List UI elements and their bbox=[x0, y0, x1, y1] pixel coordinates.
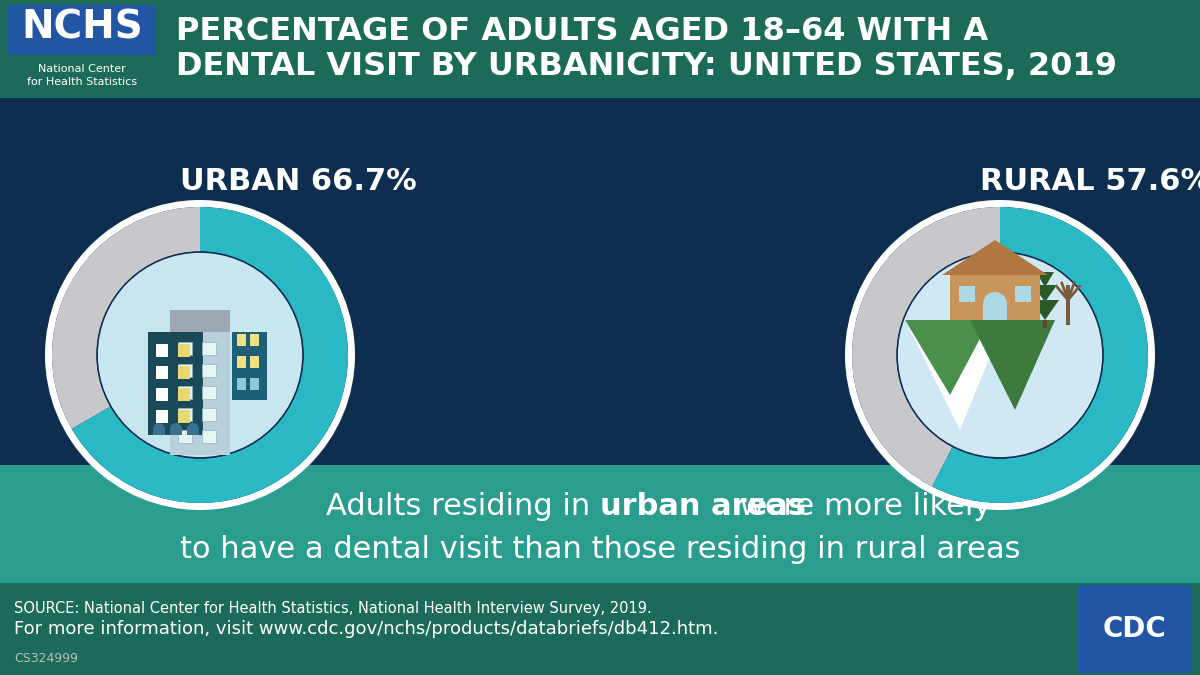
Bar bbox=[238, 378, 246, 390]
Bar bbox=[1066, 285, 1070, 325]
Text: DENTAL VISIT BY URBANICITY: UNITED STATES, 2019: DENTAL VISIT BY URBANICITY: UNITED STATE… bbox=[176, 51, 1117, 82]
Text: CDC: CDC bbox=[1103, 615, 1166, 643]
Text: URBAN 66.7%: URBAN 66.7% bbox=[180, 167, 416, 196]
Bar bbox=[0, 0, 1200, 98]
Bar bbox=[178, 342, 192, 355]
Bar bbox=[238, 356, 246, 368]
Bar bbox=[178, 386, 192, 399]
Bar bbox=[156, 388, 168, 401]
Circle shape bbox=[845, 200, 1154, 510]
Bar bbox=[1015, 286, 1031, 302]
Bar bbox=[178, 388, 190, 401]
FancyBboxPatch shape bbox=[1078, 585, 1192, 673]
Circle shape bbox=[98, 253, 302, 457]
Bar bbox=[250, 356, 259, 368]
Bar bbox=[170, 429, 182, 435]
Text: PERCENTAGE OF ADULTS AGED 18–64 WITH A: PERCENTAGE OF ADULTS AGED 18–64 WITH A bbox=[176, 16, 988, 47]
Bar bbox=[8, 55, 156, 93]
Polygon shape bbox=[905, 320, 990, 395]
Polygon shape bbox=[1031, 300, 1060, 320]
Bar bbox=[1043, 320, 1046, 328]
Circle shape bbox=[96, 251, 304, 458]
Circle shape bbox=[852, 207, 1148, 503]
Circle shape bbox=[52, 207, 348, 503]
Wedge shape bbox=[852, 207, 1000, 487]
Bar bbox=[950, 275, 1040, 320]
Bar bbox=[202, 364, 216, 377]
Bar bbox=[0, 465, 1200, 583]
Polygon shape bbox=[905, 320, 1006, 430]
Bar bbox=[148, 332, 203, 435]
Text: urban areas: urban areas bbox=[600, 492, 806, 521]
Bar bbox=[156, 410, 168, 423]
Text: National Center
for Health Statistics: National Center for Health Statistics bbox=[26, 64, 137, 87]
Bar bbox=[178, 430, 192, 443]
Bar bbox=[202, 386, 216, 399]
Bar bbox=[250, 378, 259, 390]
Bar bbox=[156, 344, 168, 357]
Bar bbox=[238, 334, 246, 346]
Bar bbox=[202, 408, 216, 421]
Wedge shape bbox=[72, 207, 348, 503]
Bar bbox=[202, 342, 216, 355]
Bar bbox=[983, 304, 1007, 320]
Bar bbox=[250, 334, 259, 346]
Wedge shape bbox=[983, 292, 1007, 304]
Wedge shape bbox=[154, 423, 166, 429]
Circle shape bbox=[898, 253, 1102, 457]
Bar bbox=[170, 332, 230, 455]
Text: Adults residing in: Adults residing in bbox=[326, 492, 600, 521]
Text: NCHS: NCHS bbox=[22, 9, 143, 47]
Bar bbox=[0, 583, 1200, 675]
Bar bbox=[178, 410, 190, 423]
Text: were more likely: were more likely bbox=[730, 492, 991, 521]
Polygon shape bbox=[1036, 272, 1054, 287]
Bar bbox=[959, 286, 974, 302]
Wedge shape bbox=[52, 207, 200, 429]
Text: RURAL 57.6%: RURAL 57.6% bbox=[980, 167, 1200, 196]
Bar bbox=[202, 430, 216, 443]
Circle shape bbox=[46, 200, 355, 510]
Wedge shape bbox=[932, 207, 1148, 503]
Bar bbox=[8, 5, 156, 55]
Text: For more information, visit www.cdc.gov/nchs/products/databriefs/db412.htm.: For more information, visit www.cdc.gov/… bbox=[14, 620, 719, 638]
Bar bbox=[178, 408, 192, 421]
Bar bbox=[170, 310, 230, 332]
Bar bbox=[154, 429, 166, 435]
Polygon shape bbox=[942, 240, 1048, 275]
Bar bbox=[232, 332, 266, 400]
Bar bbox=[156, 366, 168, 379]
Bar bbox=[187, 429, 199, 435]
Polygon shape bbox=[970, 320, 1055, 410]
Text: CS324999: CS324999 bbox=[14, 653, 78, 666]
Text: SOURCE: National Center for Health Statistics, National Health Interview Survey,: SOURCE: National Center for Health Stati… bbox=[14, 601, 652, 616]
Bar bbox=[178, 366, 190, 379]
Wedge shape bbox=[187, 423, 199, 429]
Bar bbox=[178, 344, 190, 357]
Polygon shape bbox=[1033, 285, 1057, 302]
Circle shape bbox=[896, 251, 1104, 458]
Text: to have a dental visit than those residing in rural areas: to have a dental visit than those residi… bbox=[180, 535, 1020, 564]
Wedge shape bbox=[170, 423, 182, 429]
Bar bbox=[178, 364, 192, 377]
